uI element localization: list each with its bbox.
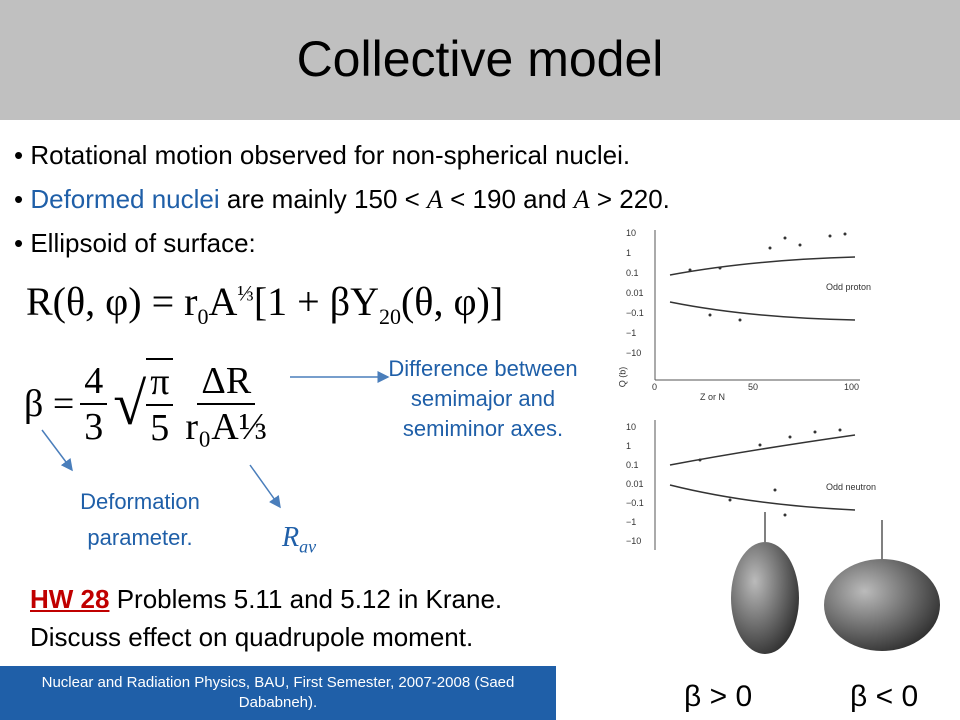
title-bar [0, 0, 960, 120]
eq-part: ⅓ [237, 280, 254, 306]
eq-part: 3 [84, 406, 104, 448]
variable: R [282, 522, 300, 553]
figure [654, 230, 940, 654]
title: Collective model [296, 31, 664, 87]
tick-label: 10 [626, 422, 637, 432]
eq-part: ΔR [197, 359, 256, 405]
tick-label: −1 [626, 517, 637, 527]
bullet-text: Deformed nuclei [30, 184, 220, 214]
shape-label: β < 0 [850, 680, 919, 713]
eq-part: 4 [80, 359, 108, 405]
eq-part: R(θ, φ) = r [26, 279, 198, 324]
tick-label: −0.1 [626, 498, 644, 508]
eq-part: 5 [150, 407, 170, 449]
footer: Nuclear and Radiation Physics, BAU, Firs… [0, 666, 556, 720]
plot [654, 230, 860, 381]
tick-label: 100 [844, 382, 860, 392]
eq-part: 0 [197, 304, 209, 329]
tick-label: 0.01 [626, 288, 644, 298]
tick-label: 1 [626, 441, 632, 451]
tick-label: −0.1 [626, 308, 644, 318]
hw-text: Problems 5.11 and 5.12 in Krane. [109, 584, 503, 614]
tick-label: 0.01 [626, 479, 644, 489]
eq-part: (θ, φ)] [400, 279, 504, 324]
variable: A [573, 185, 590, 214]
hw-label: HW 28 [30, 584, 110, 614]
bullet-text: are mainly 150 < [219, 184, 428, 214]
tick-label: 0.1 [626, 268, 639, 278]
annotation: Rav [282, 522, 316, 558]
axis-label: Q (b) [617, 366, 628, 388]
tick-label: −1 [626, 328, 637, 338]
annotation: Difference between semimajor and semimin… [388, 356, 578, 441]
homework: HW 28 Problems 5.11 and 5.12 in Krane. [30, 584, 502, 615]
tick-label: 0.1 [626, 460, 639, 470]
plot-label: Odd proton [826, 282, 872, 292]
tick-label: 50 [748, 382, 759, 392]
variable: A [427, 185, 443, 214]
plot-label: Odd neutron [826, 482, 877, 492]
homework: Discuss effect on quadrupole moment. [30, 622, 474, 652]
bullet-text: < 190 and [442, 184, 574, 214]
equation: R(θ, φ) = r0A⅓[1 + βY20(θ, φ)] [26, 278, 503, 330]
shape-label: β > 0 [684, 680, 753, 713]
eq-part: r₀A⅓ [185, 406, 268, 448]
axis-label: Z or N [700, 392, 726, 402]
oblate-shape [824, 559, 940, 651]
prolate-shape [731, 542, 799, 654]
annotation: Deformation parameter. [80, 489, 200, 550]
bullet: • Deformed nuclei are mainly 150 < A < 1… [14, 184, 670, 214]
bullet-text: > 220. [589, 184, 670, 214]
eq-part: 20 [378, 304, 401, 329]
bullet: • Rotational motion observed for non-sph… [14, 140, 631, 170]
eq-part: [1 + βY [253, 279, 379, 324]
tick-label: 10 [626, 228, 637, 238]
plot [654, 420, 856, 550]
variable: av [299, 536, 317, 557]
tick-label: −10 [626, 536, 642, 546]
tick-label: 0 [652, 382, 658, 392]
bullet-text: Ellipsoid of surface: [30, 228, 256, 258]
eq-part: β = [24, 383, 75, 425]
tick-label: 1 [626, 248, 632, 258]
eq-part: A [208, 279, 238, 324]
tick-label: −10 [626, 348, 642, 358]
bullet: • Ellipsoid of surface: [14, 228, 256, 258]
eq-part: π [146, 360, 174, 406]
bullet-text: Rotational motion observed for non-spher… [30, 140, 631, 170]
